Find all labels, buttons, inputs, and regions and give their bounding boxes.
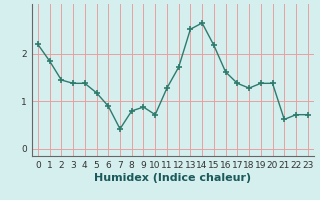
X-axis label: Humidex (Indice chaleur): Humidex (Indice chaleur) bbox=[94, 173, 252, 183]
